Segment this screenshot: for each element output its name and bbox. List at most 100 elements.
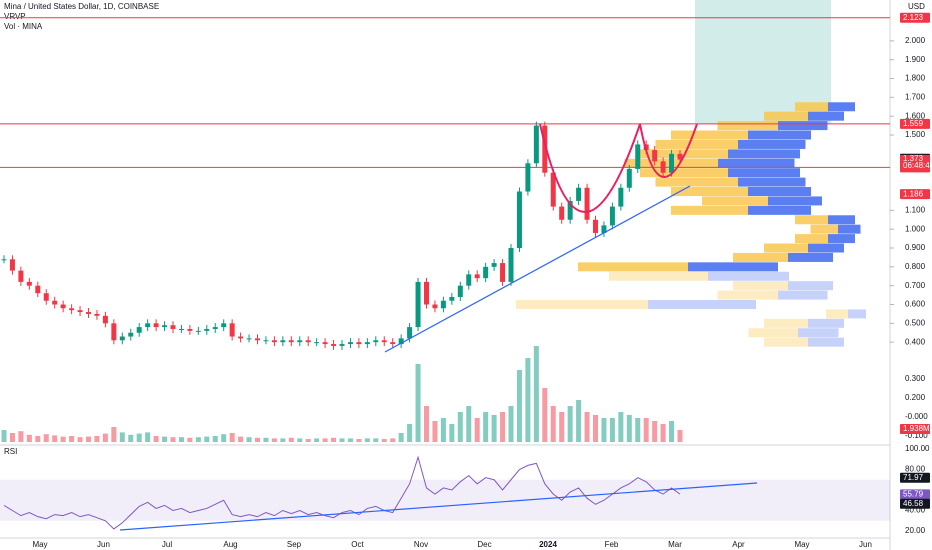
symbol-title: Mina / United States Dollar, 1D, COINBAS… (4, 2, 159, 11)
volume-tick-label: -0.100 (905, 431, 928, 440)
price-tick-label: 1.000 (905, 224, 926, 233)
candle-body (618, 187, 624, 207)
trendline (119, 482, 758, 531)
price-tick-label: 1.900 (905, 55, 926, 64)
volume-bar (677, 430, 683, 442)
volume-profile-row (828, 234, 855, 244)
volume-profile-row (702, 196, 768, 206)
volume-bar (347, 438, 353, 442)
candle-body (466, 274, 472, 286)
candle-body (652, 150, 658, 162)
candle-body (212, 327, 218, 329)
volume-profile-row (788, 252, 833, 262)
candle-body (474, 274, 480, 279)
volume-bar (297, 438, 303, 442)
volume-bar (94, 436, 100, 442)
volume-profile-row (728, 149, 800, 159)
volume-bar (635, 418, 641, 442)
volume-bar (474, 418, 480, 442)
candle-body (195, 330, 201, 332)
volume-bar (162, 436, 168, 442)
candle-body (60, 304, 66, 309)
time-label: Apr (732, 540, 745, 549)
candle-body (635, 144, 641, 169)
candle-body (347, 342, 353, 345)
candle-body (457, 285, 463, 297)
candle-body (432, 304, 438, 309)
volume-bar (440, 418, 446, 442)
volume-profile-row (748, 205, 811, 215)
volume-bar (271, 438, 277, 442)
volume-tick-label: 0.300 (905, 374, 926, 383)
candle-body (178, 328, 184, 330)
volume-profile-row (578, 262, 688, 272)
volume-bar (542, 388, 548, 442)
volume-profile-row (808, 243, 844, 253)
volume-bar (390, 438, 396, 442)
volume-bar (618, 412, 624, 442)
candle-body (238, 336, 244, 339)
volume-bar (145, 432, 151, 442)
volume-profile-row (728, 168, 800, 178)
volume-bar (601, 418, 607, 442)
time-label: 2024 (539, 540, 557, 549)
candle-body (601, 225, 607, 233)
volume-profile-row (798, 328, 839, 338)
candle-body (500, 263, 506, 282)
volume-bar (415, 364, 421, 442)
volume-bar (466, 406, 472, 442)
volume-profile-row (764, 318, 808, 328)
volume-bar (178, 437, 184, 442)
candle-body (263, 340, 269, 342)
candle-body (69, 308, 75, 311)
volume-bar (119, 432, 125, 442)
candle-body (381, 340, 387, 343)
candle-body (9, 259, 15, 271)
volume-profile-row (671, 187, 748, 197)
rsi-badge (900, 498, 930, 509)
price-tick-label: 0.800 (905, 262, 926, 271)
last-price-text: 1.373 (903, 154, 924, 163)
volume-bar (550, 406, 556, 442)
volume-profile-row (795, 215, 828, 225)
price-tick-label: 0.900 (905, 243, 926, 252)
candle-body (576, 187, 582, 201)
indicator-label: VRVP (4, 12, 26, 21)
candle-body (593, 219, 598, 233)
volume-bar (9, 433, 15, 442)
rsi-line (3, 455, 681, 530)
candle-body (626, 168, 632, 188)
candle-body (559, 206, 565, 220)
time-label: Sep (287, 540, 302, 549)
candle-body (162, 325, 168, 328)
rsi-tick-label: 80.00 (905, 465, 926, 474)
volume-profile-row (717, 290, 778, 300)
volume-profile-row (738, 177, 806, 187)
candle-body (373, 340, 379, 343)
candle-body (86, 312, 91, 314)
cup-curve (539, 123, 698, 213)
volume-bar (136, 433, 142, 442)
volume-bar (102, 433, 108, 442)
volume-bar (356, 439, 362, 442)
time-label: Dec (477, 540, 491, 549)
time-label: Mar (668, 540, 682, 549)
candle-body (111, 323, 117, 341)
candle-body (136, 327, 142, 333)
time-label: Nov (414, 540, 428, 549)
candle-body (246, 338, 252, 340)
candle-body (677, 153, 683, 160)
candle-body (533, 125, 539, 164)
candle-body (271, 340, 277, 343)
candle-body (145, 323, 151, 328)
candle-body (609, 206, 615, 226)
time-label: Jun (97, 540, 110, 549)
volume-bar (593, 415, 598, 442)
candle-body (390, 342, 396, 345)
time-label: Jul (162, 540, 172, 549)
volume-profile-row (795, 102, 828, 112)
price-tick-label: 0.600 (905, 300, 926, 309)
volume-bar (669, 421, 675, 442)
volume-bar (331, 437, 337, 442)
